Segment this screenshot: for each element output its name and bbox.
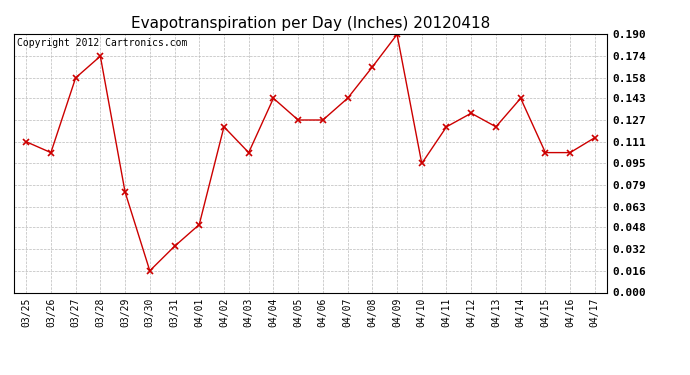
Title: Evapotranspiration per Day (Inches) 20120418: Evapotranspiration per Day (Inches) 2012…	[131, 16, 490, 31]
Text: Copyright 2012 Cartronics.com: Copyright 2012 Cartronics.com	[17, 38, 187, 48]
